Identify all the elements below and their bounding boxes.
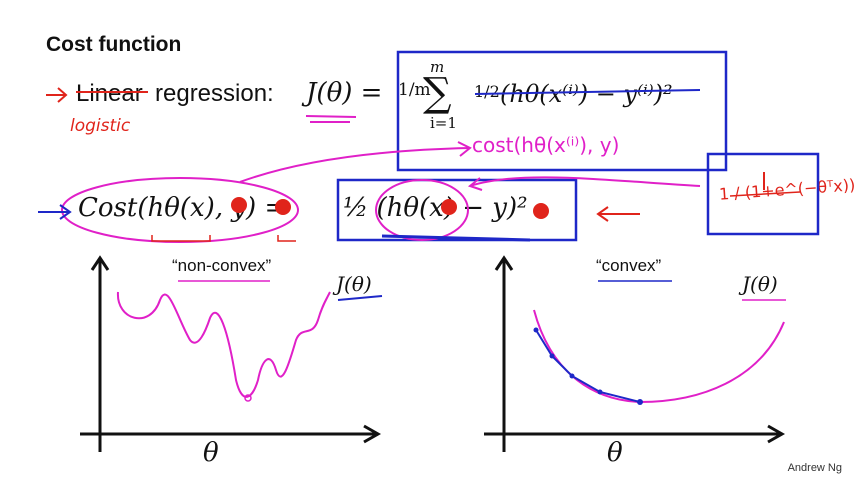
blue-pointer-arrow [38,204,72,220]
red-scribble-2 [275,199,291,215]
logistic-note: logistic [70,116,131,136]
blue-strike-squared-error [474,89,701,95]
left-j-theta-label: J(θ) [336,272,372,296]
linear-word: Linear [76,80,143,107]
non-convex-label: “non-convex” [172,256,272,275]
convex-label: “convex” [596,256,662,275]
j-theta-equals: J(θ) = [306,78,383,108]
non-convex-curve [116,291,331,398]
left-j-underline [337,295,383,301]
gradient-descent-path [535,329,641,403]
magenta-arrow-from-sigmoid [467,176,701,191]
non-convex-minimum [244,394,252,402]
red-scribble-3 [441,199,457,215]
red-scribble-4 [533,203,549,219]
fraction-one-half: 1/2 [474,82,500,101]
right-axes [484,255,786,452]
sum-upper-limit: m [430,58,445,76]
red-bracket-2 [277,235,296,242]
fraction-1-over-m: 1/m [398,80,431,100]
slide-title: Cost function [46,33,182,56]
sum-lower-limit: i=1 [430,114,457,132]
gradient-descent-points [533,327,643,405]
regression-word: regression: [155,80,274,107]
magenta-arrow-to-cost-note [239,141,472,183]
j-underline [305,115,357,123]
cost-note: cost(hθ(x⁽ⁱ⁾), y) [472,133,620,157]
convex-curve [533,309,785,404]
sigmoid-fraction-bar [729,191,801,197]
magenta-oval-h [375,179,469,241]
red-bracket-1 [151,235,211,242]
red-pointer-arrow-right [596,206,640,222]
blue-underline-rhs [381,234,531,242]
right-j-theta-label: J(θ) [742,272,778,296]
blue-box-sigmoid [706,152,820,236]
blue-box-sum [396,50,728,172]
cost-definition-lhs: Cost(hθ(x), y) = [78,193,287,223]
left-axes [80,255,382,452]
red-pointer-arrow-top [46,87,68,103]
right-theta-axis-label: θ [607,438,623,468]
magenta-oval-cost [61,177,299,243]
sum-symbol: ∑ [423,70,452,116]
left-theta-axis-label: θ [203,438,219,468]
blue-box-rhs [336,178,578,242]
cost-definition-rhs: ½ (hθ(x) − y)² [343,193,528,223]
red-scribble-1 [231,197,247,213]
author-credit: Andrew Ng [787,462,842,474]
